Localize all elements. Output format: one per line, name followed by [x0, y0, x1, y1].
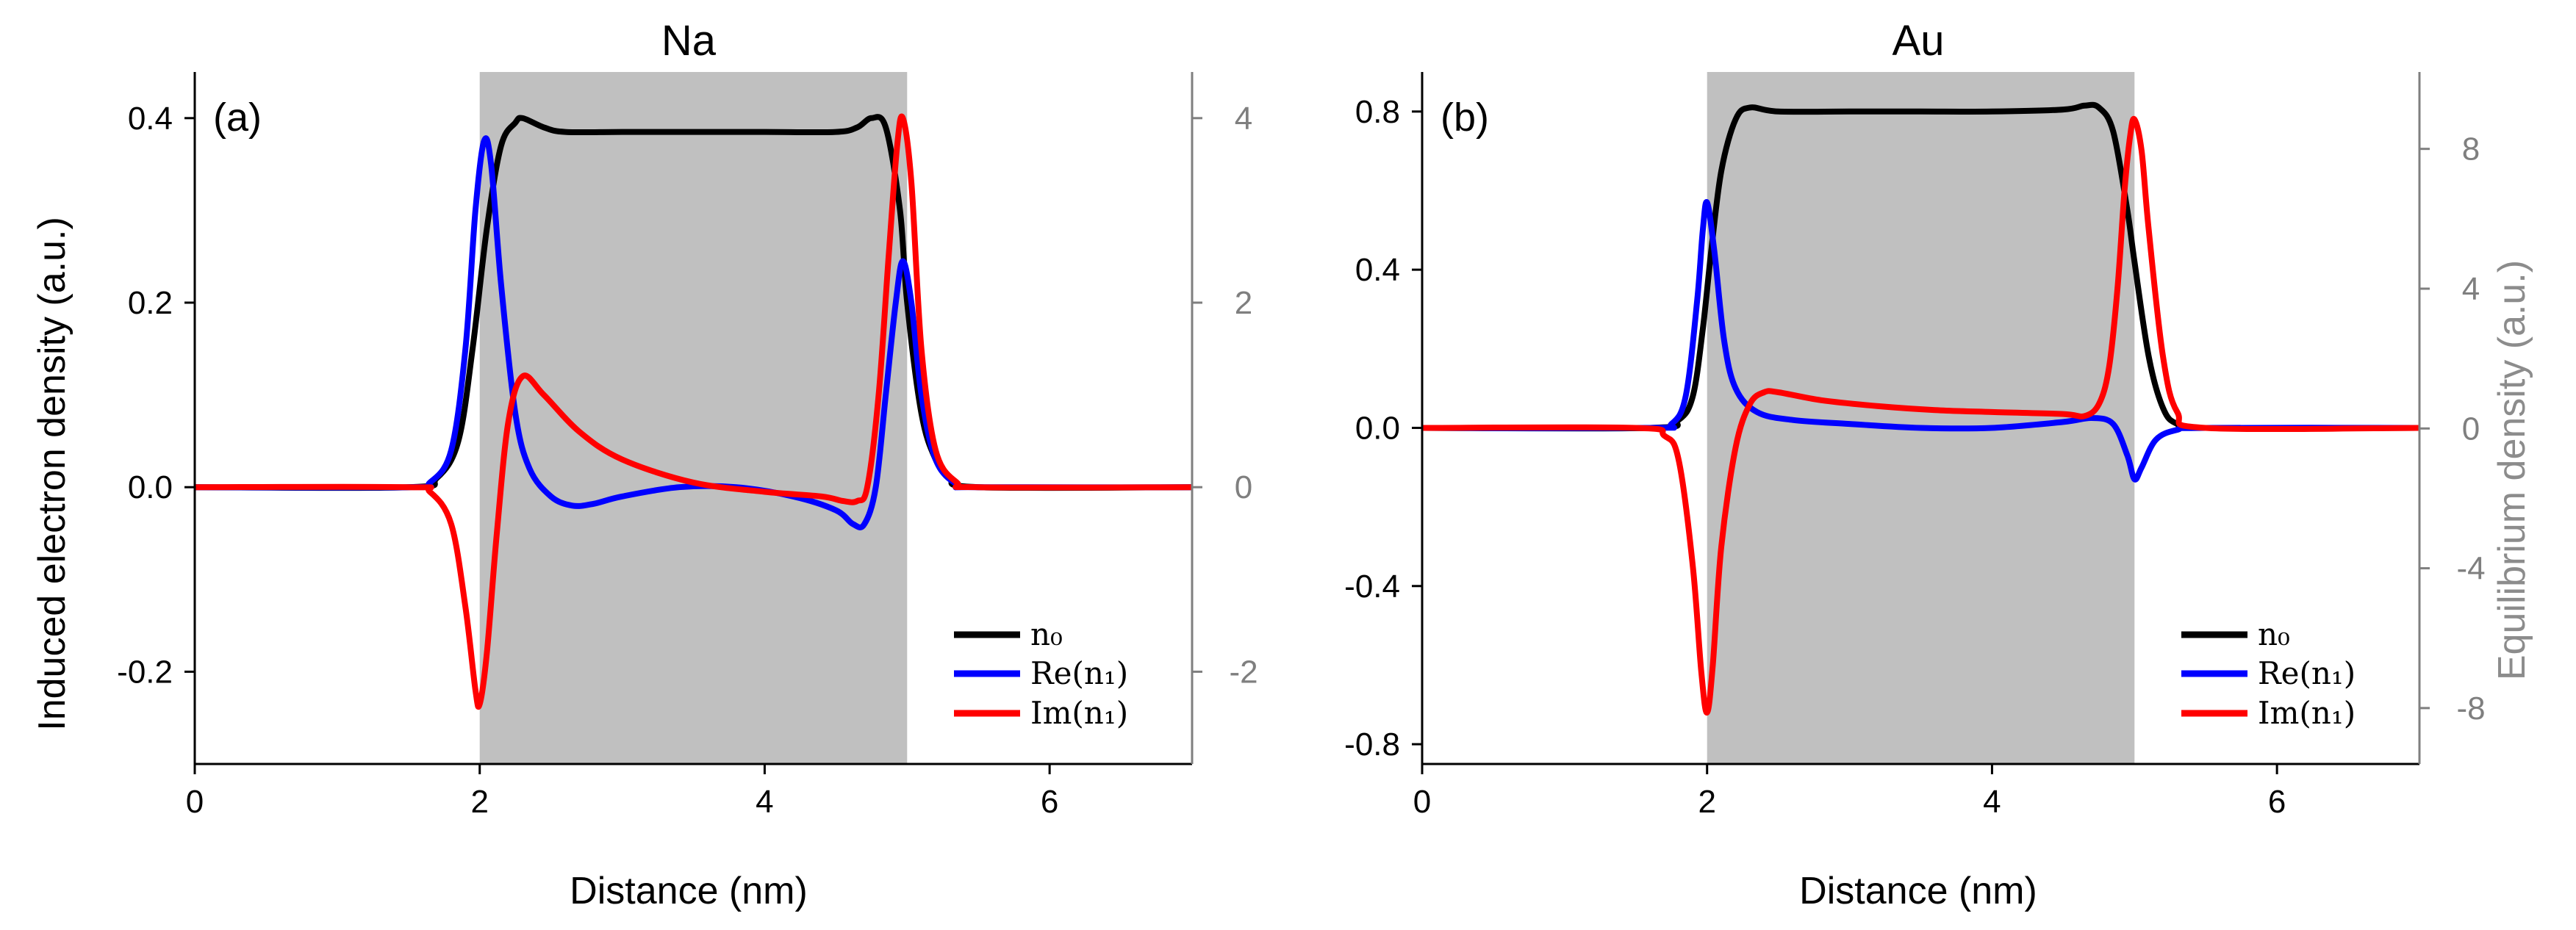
- ticks: 0 2 4 6 -0.8 -0.4 0.0 0.4 0.8 -8 -4 0 4 8: [1344, 94, 2485, 820]
- axes: [1421, 72, 2421, 765]
- x-tick-label: 0: [186, 784, 204, 820]
- y2-tick-label: 0: [2462, 411, 2480, 447]
- x-tick-label: 4: [1983, 784, 2001, 820]
- chart-panel-na: 0 2 4 6 -0.2 0.0 0.2 0.4 -2 0 2 4 Na (a) Distance (…: [31, 17, 1258, 912]
- chart-title: Na: [661, 17, 717, 65]
- legend-label-re-n1: Re(n₁): [2258, 655, 2356, 691]
- series-group: [194, 113, 1193, 710]
- y2-tick-label: -2: [1229, 654, 1257, 690]
- x-tick-label: 4: [756, 784, 773, 820]
- y2-tick-label: 8: [2462, 131, 2480, 167]
- y2-axis-label: Equilibrium density (a.u.): [2491, 260, 2533, 680]
- y2-tick-label: -8: [2456, 691, 2485, 727]
- x-tick-label: 6: [2268, 784, 2286, 820]
- series-group: [1421, 101, 2420, 716]
- legend: n₀ Re(n₁) Im(n₁): [2181, 616, 2356, 731]
- y-tick-label: 0.2: [128, 285, 173, 321]
- shaded-region: [479, 72, 908, 764]
- y2-tick-label: 4: [2462, 271, 2480, 307]
- panel-label: (a): [213, 95, 262, 140]
- y2-tick-label: 0: [1235, 469, 1252, 505]
- legend: n₀ Re(n₁) Im(n₁): [954, 616, 1128, 731]
- y-axis-label: Induced electron density (a.u.): [31, 217, 73, 731]
- y-tick-label: 0.4: [128, 101, 173, 137]
- x-tick-label: 6: [1041, 784, 1058, 820]
- legend-label-im-n1: Im(n₁): [2258, 695, 2356, 731]
- y2-tick-label: 4: [1235, 101, 1252, 137]
- series-line-imn1: [1421, 115, 2420, 716]
- series-line-imn1: [194, 113, 1193, 710]
- x-tick-label: 0: [1413, 784, 1431, 820]
- legend-label-n0: n₀: [1030, 616, 1063, 652]
- chart-panel-au: 0 2 4 6 -0.8 -0.4 0.0 0.4 0.8 -8 -4 0 4 8 Au (b) Dist…: [1344, 17, 2533, 912]
- y-tick-label: 0.4: [1355, 252, 1400, 288]
- y2-tick-label: 2: [1235, 285, 1252, 321]
- y-tick-label: 0.0: [1355, 410, 1400, 446]
- x-tick-label: 2: [470, 784, 488, 820]
- x-axis-label: Distance (nm): [570, 870, 808, 912]
- y-tick-label: 0.8: [1355, 94, 1400, 130]
- x-tick-label: 2: [1698, 784, 1715, 820]
- axes: [193, 72, 1194, 765]
- series-line-n0: [1421, 101, 2420, 432]
- legend-label-n0: n₀: [2258, 616, 2290, 652]
- legend-label-re-n1: Re(n₁): [1030, 655, 1128, 691]
- y-tick-label: 0.0: [128, 469, 173, 505]
- chart-title: Au: [1892, 17, 1945, 65]
- y-tick-label: -0.8: [1344, 727, 1400, 763]
- series-line-ren1: [194, 135, 1193, 530]
- y-tick-label: -0.2: [117, 654, 173, 690]
- panel-label: (b): [1441, 95, 1489, 140]
- x-axis-label: Distance (nm): [1799, 870, 2037, 912]
- y-tick-label: -0.4: [1344, 569, 1400, 605]
- legend-label-im-n1: Im(n₁): [1030, 695, 1128, 731]
- y2-tick-label: -4: [2456, 551, 2485, 587]
- ticks: 0 2 4 6 -0.2 0.0 0.2 0.4 -2 0 2 4: [117, 101, 1257, 820]
- series-line-ren1: [1421, 199, 2420, 483]
